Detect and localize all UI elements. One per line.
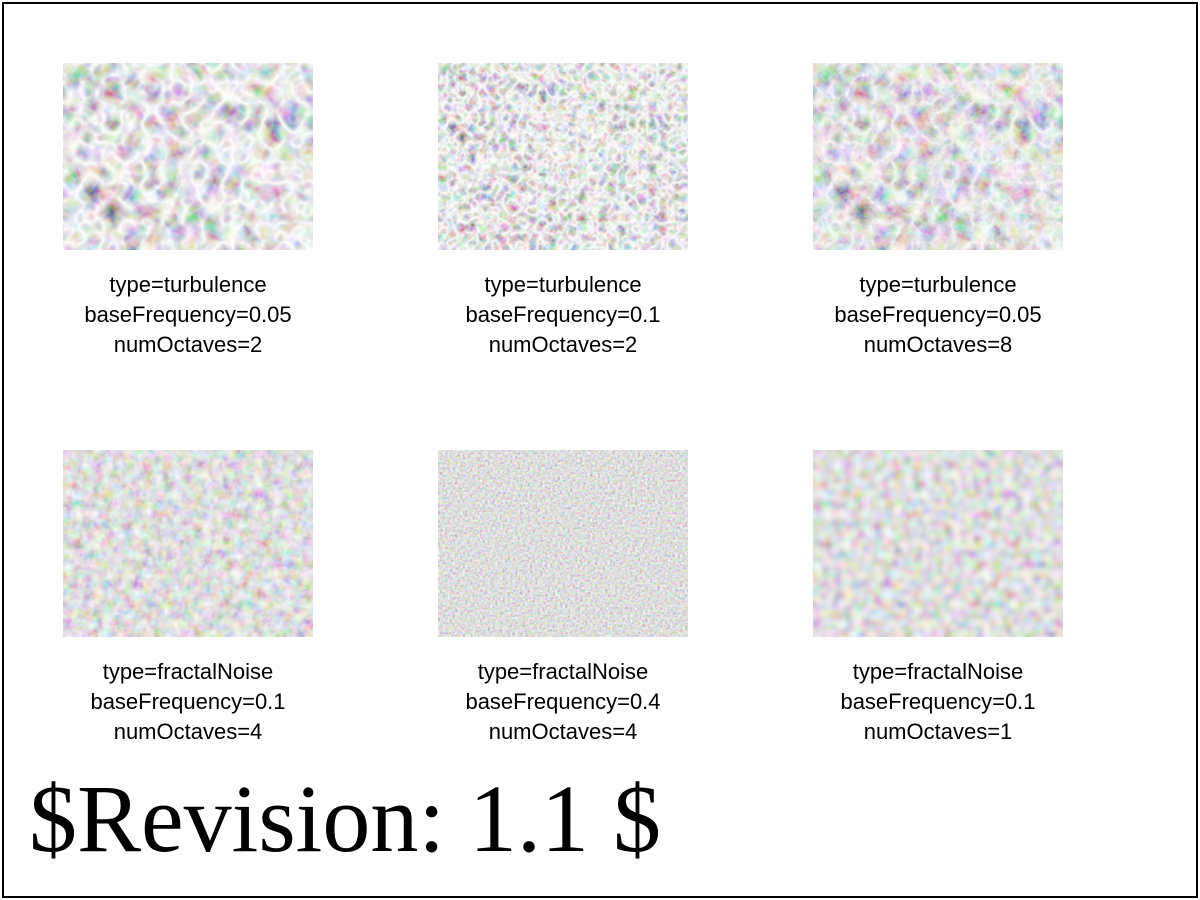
- caption-type: type=turbulence: [859, 272, 1017, 297]
- caption-base-frequency: baseFrequency=0.05: [834, 302, 1042, 327]
- noise-image-2: [438, 63, 688, 250]
- tile-caption-2: type=turbulence baseFrequency=0.1 numOct…: [413, 270, 713, 360]
- noise-image-5: [438, 450, 688, 637]
- noise-tile-6: [813, 450, 1063, 637]
- tile-caption-1: type=turbulence baseFrequency=0.05 numOc…: [38, 270, 338, 360]
- noise-image-4: [63, 450, 313, 637]
- caption-base-frequency: baseFrequency=0.4: [465, 689, 661, 714]
- caption-type: type=fractalNoise: [477, 659, 649, 684]
- tile-caption-4: type=fractalNoise baseFrequency=0.1 numO…: [38, 657, 338, 747]
- caption-num-octaves: numOctaves=8: [863, 332, 1013, 357]
- caption-num-octaves: numOctaves=4: [488, 719, 638, 744]
- caption-type: type=fractalNoise: [852, 659, 1024, 684]
- noise-tile-1: [63, 63, 313, 250]
- caption-type: type=turbulence: [109, 272, 267, 297]
- caption-num-octaves: numOctaves=4: [113, 719, 263, 744]
- caption-base-frequency: baseFrequency=0.1: [840, 689, 1036, 714]
- noise-tile-5: [438, 450, 688, 637]
- caption-type: type=fractalNoise: [102, 659, 274, 684]
- caption-num-octaves: numOctaves=2: [488, 332, 638, 357]
- caption-num-octaves: numOctaves=1: [863, 719, 1013, 744]
- caption-num-octaves: numOctaves=2: [113, 332, 263, 357]
- caption-base-frequency: baseFrequency=0.1: [465, 302, 661, 327]
- noise-image-6: [813, 450, 1063, 637]
- tile-caption-6: type=fractalNoise baseFrequency=0.1 numO…: [788, 657, 1088, 747]
- noise-tile-2: [438, 63, 688, 250]
- noise-tile-4: [63, 450, 313, 637]
- revision-label: $Revision: 1.1 $: [29, 765, 662, 872]
- caption-base-frequency: baseFrequency=0.05: [84, 302, 292, 327]
- tile-caption-5: type=fractalNoise baseFrequency=0.4 numO…: [413, 657, 713, 747]
- noise-image-3: [813, 63, 1063, 250]
- caption-base-frequency: baseFrequency=0.1: [90, 689, 286, 714]
- tile-caption-3: type=turbulence baseFrequency=0.05 numOc…: [788, 270, 1088, 360]
- caption-type: type=turbulence: [484, 272, 642, 297]
- noise-image-1: [63, 63, 313, 250]
- noise-tile-3: [813, 63, 1063, 250]
